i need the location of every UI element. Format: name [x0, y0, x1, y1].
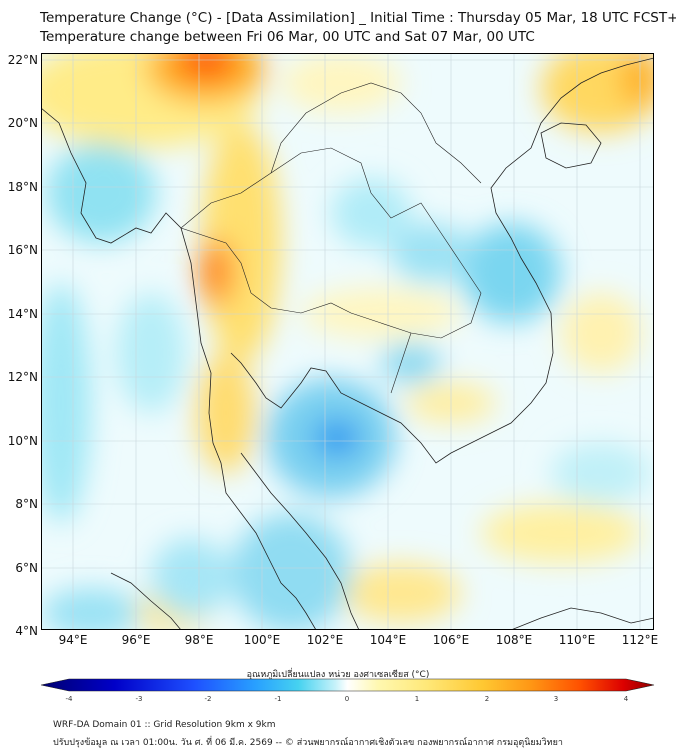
lat-label: 22°N: [7, 53, 38, 67]
colorbar-tick: 2: [484, 695, 490, 703]
colorbar-tick: -1: [274, 695, 282, 703]
lat-label: 18°N: [7, 180, 38, 194]
lon-label: 94°E: [58, 633, 88, 647]
lat-label: 10°N: [7, 434, 38, 448]
colorbar-tick: 3: [553, 695, 559, 703]
colorbar-label: อุณหภูมิเปลี่ยนแปลง หน่วย องศาเซลเซียส (…: [246, 670, 430, 680]
lon-label: 108°E: [495, 633, 533, 647]
colorbar-tick: 4: [623, 695, 629, 703]
graticule: [41, 53, 654, 630]
lon-label: 100°E: [243, 633, 281, 647]
colorbar-tick: -3: [135, 695, 143, 703]
colorbar-tick: -4: [65, 695, 73, 703]
temperature-change-map: [41, 53, 654, 630]
coastlines: [41, 57, 654, 630]
lon-label: 110°E: [558, 633, 596, 647]
lon-label: 102°E: [306, 633, 344, 647]
colorbar-tick: 0: [344, 695, 350, 703]
map-title: Temperature Change (°C) - [Data Assimila…: [40, 10, 676, 26]
footer-model-info: WRF-DA Domain 01 :: Grid Resolution 9km …: [53, 720, 276, 730]
colorbar: [40, 678, 655, 692]
lat-label: 20°N: [7, 116, 38, 130]
lon-label: 112°E: [621, 633, 659, 647]
lat-label: 6°N: [15, 561, 38, 575]
lat-label: 4°N: [15, 624, 38, 638]
lat-label: 12°N: [7, 370, 38, 384]
lat-label: 14°N: [7, 307, 38, 321]
lat-label: 8°N: [15, 497, 38, 511]
colorbar-tick: 1: [414, 695, 420, 703]
lon-label: 106°E: [432, 633, 470, 647]
map-subtitle: Temperature change between Fri 06 Mar, 0…: [40, 29, 535, 45]
lon-label: 98°E: [184, 633, 214, 647]
footer-credit: ปรับปรุงข้อมูล ณ เวลา 01:00น. วัน ศ. ที่…: [53, 738, 563, 748]
colorbar-tick: -2: [204, 695, 212, 703]
lat-label: 16°N: [7, 243, 38, 257]
lon-label: 104°E: [369, 633, 407, 647]
lon-label: 96°E: [121, 633, 151, 647]
